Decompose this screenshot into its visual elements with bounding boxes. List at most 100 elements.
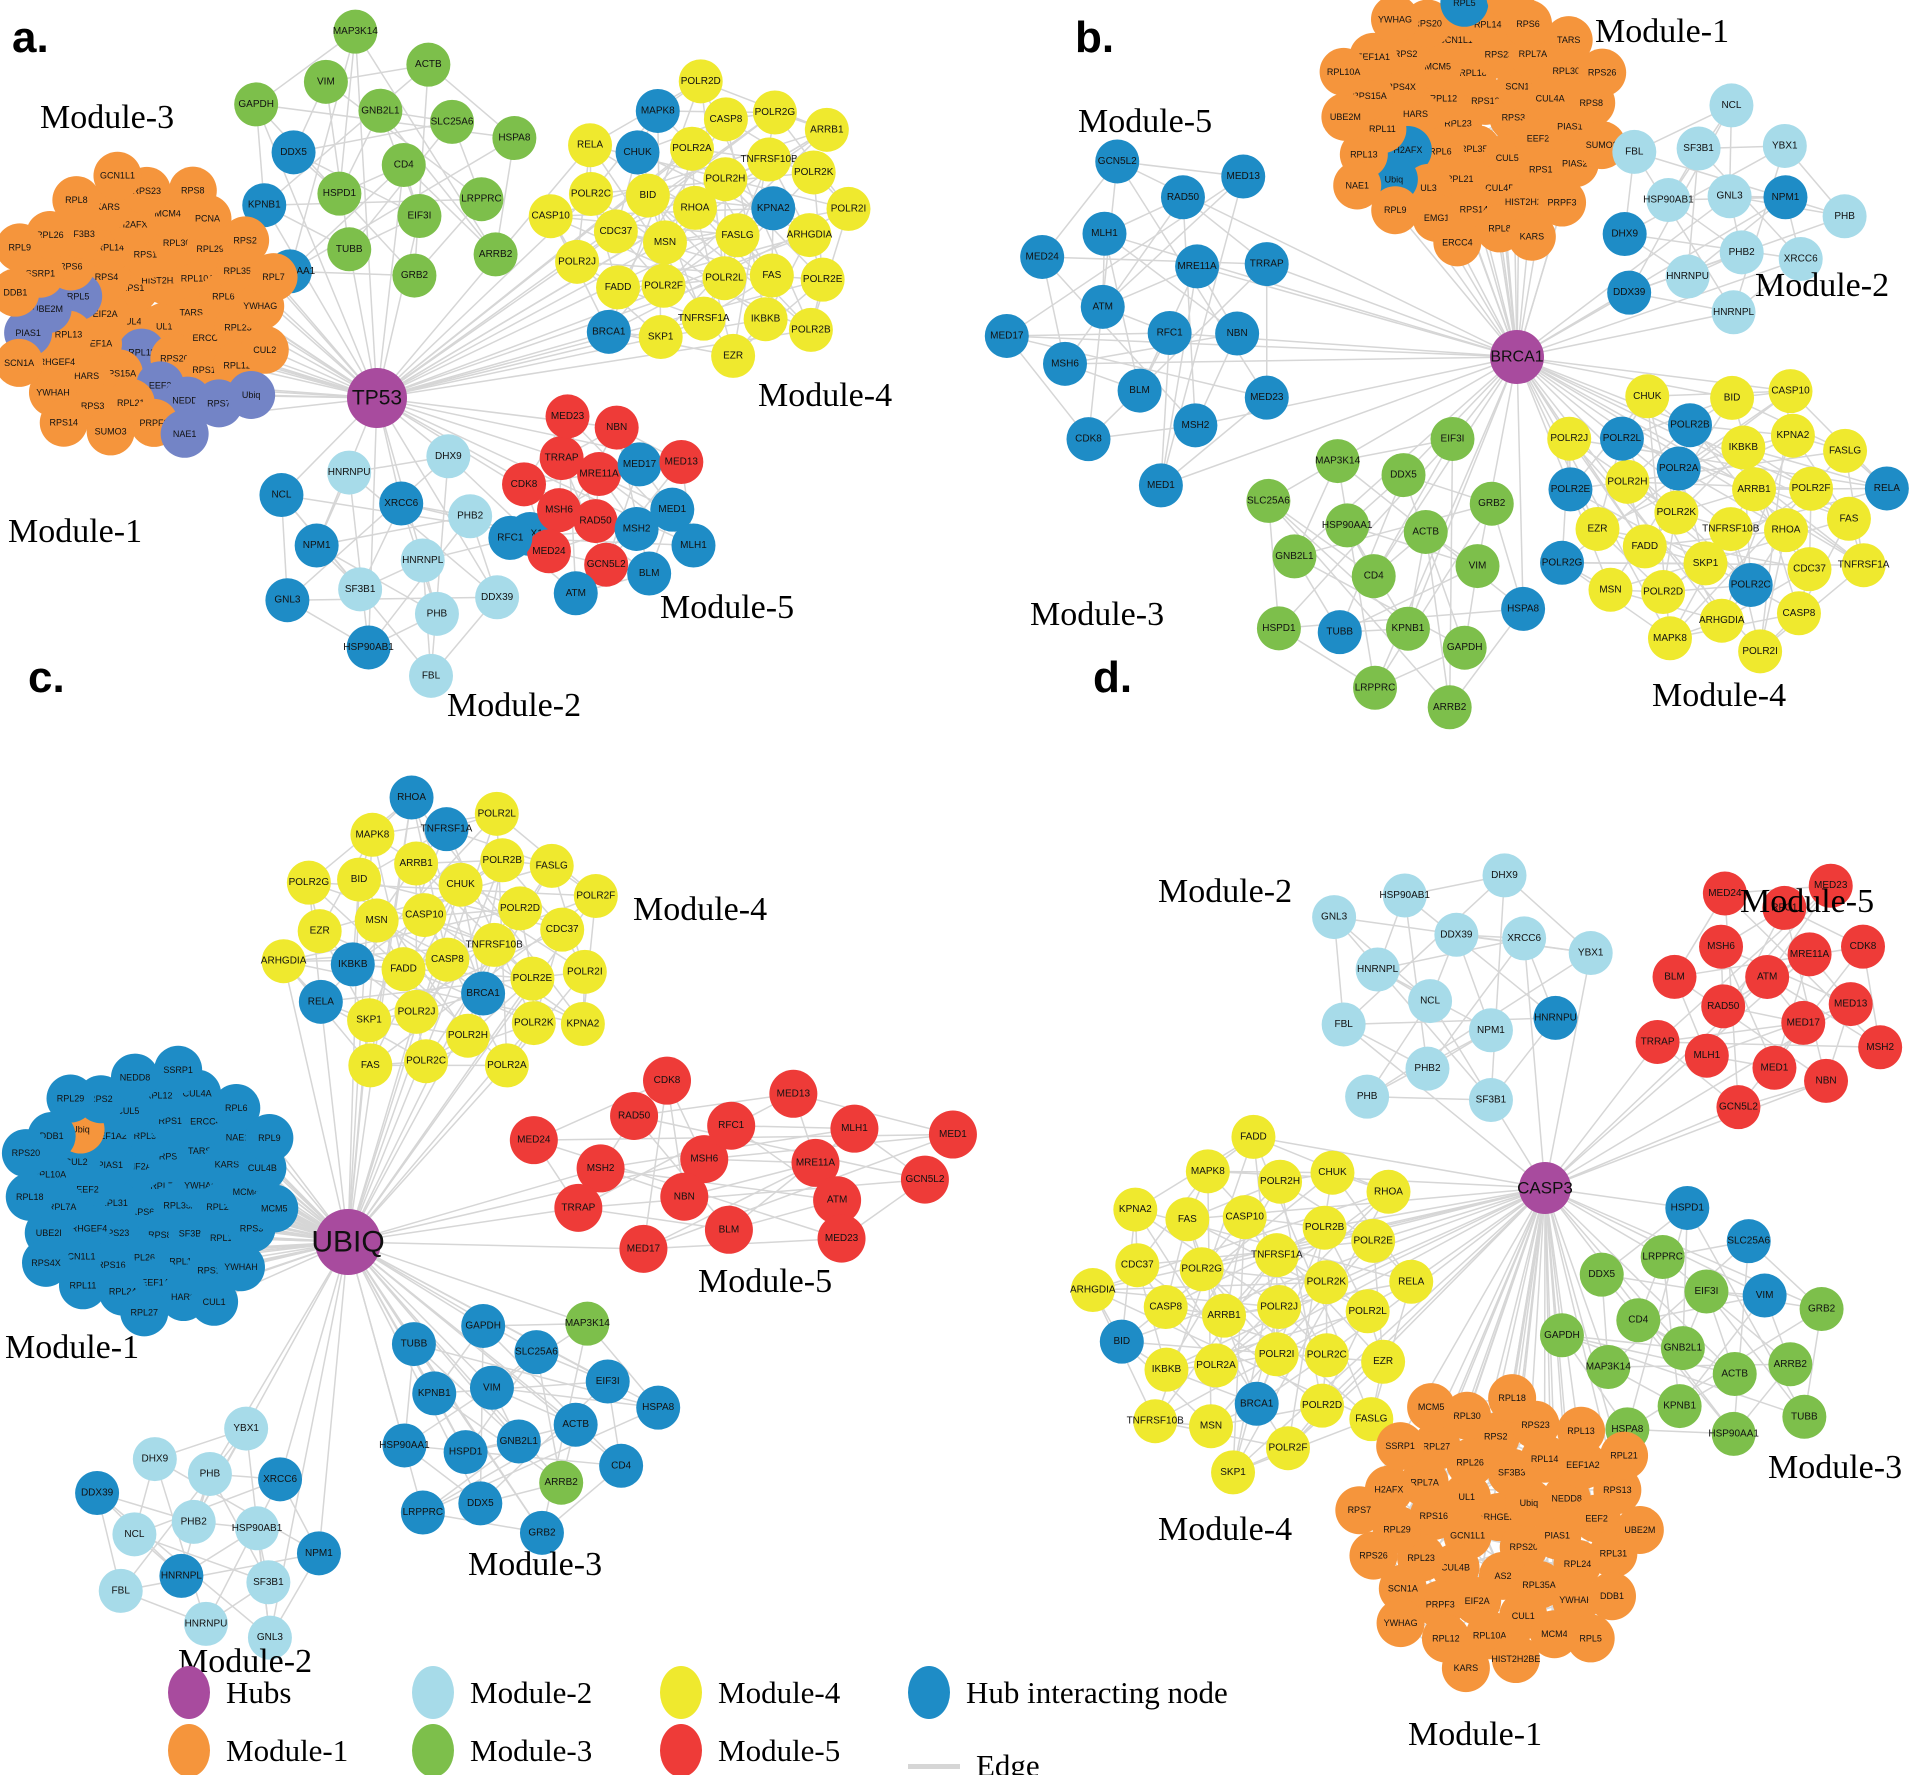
node-circle[interactable] — [1366, 1169, 1411, 1214]
node-circle[interactable] — [528, 194, 573, 239]
node-NPM1[interactable]: NPM1 — [1468, 1008, 1513, 1053]
node-RELA[interactable]: RELA — [1389, 1259, 1434, 1304]
node-circle[interactable] — [681, 296, 726, 341]
node-circle[interactable] — [625, 173, 670, 218]
node-circle[interactable] — [804, 107, 849, 152]
node-GNB2L1[interactable]: GNB2L1 — [1272, 534, 1317, 579]
node-RHOA[interactable]: RHOA — [672, 185, 717, 230]
node-circle[interactable] — [1566, 1614, 1615, 1663]
node-SKP1[interactable]: SKP1 — [1211, 1450, 1256, 1495]
node-circle[interactable] — [1804, 1058, 1849, 1103]
node-circle[interactable] — [577, 452, 622, 497]
node-MSH2[interactable]: MSH2 — [1858, 1025, 1903, 1070]
node-RPS7[interactable]: RPS7 — [1335, 1486, 1384, 1535]
node-SKP1[interactable]: SKP1 — [638, 315, 683, 360]
node-RHOA[interactable]: RHOA — [389, 775, 434, 820]
node-circle[interactable] — [159, 1553, 204, 1598]
node-circle[interactable] — [1657, 1384, 1702, 1429]
node-RPS7[interactable]: RPS7 — [1486, 0, 1535, 21]
node-circle[interactable] — [1333, 161, 1382, 210]
node-ACTB[interactable]: ACTB — [1403, 509, 1448, 554]
node-POLR2J[interactable]: POLR2J — [1257, 1285, 1302, 1330]
node-PRPF3[interactable]: PRPF3 — [1538, 178, 1587, 227]
node-circle[interactable] — [702, 256, 747, 301]
node-circle[interactable] — [1175, 244, 1220, 289]
node-circle[interactable] — [791, 1138, 840, 1187]
node-RPS2[interactable]: RPS2 — [221, 216, 270, 265]
node-RPL29[interactable]: RPL29 — [46, 1074, 95, 1123]
node-circle[interactable] — [1138, 463, 1183, 508]
node-circle[interactable] — [458, 1481, 503, 1526]
node-circle[interactable] — [1742, 1273, 1787, 1318]
node-circle[interactable] — [1349, 1531, 1398, 1580]
node-circle[interactable] — [406, 42, 451, 87]
node-RPS26[interactable]: RPS26 — [1578, 48, 1627, 97]
node-RPL9[interactable]: RPL9 — [245, 1114, 294, 1163]
node-XRCC6[interactable]: XRCC6 — [379, 481, 424, 526]
node-EZR[interactable]: EZR — [1361, 1339, 1406, 1384]
node-UBE2M[interactable]: UBE2M — [1321, 92, 1370, 141]
node-circle[interactable] — [1160, 175, 1205, 220]
node-FBL[interactable]: FBL — [98, 1568, 143, 1613]
node-circle[interactable] — [519, 1510, 564, 1555]
node-SLC25A6[interactable]: SLC25A6 — [430, 99, 475, 144]
node-MED23[interactable]: MED23 — [545, 394, 590, 439]
hub-BRCA1[interactable]: BRCA1 — [1490, 330, 1544, 384]
node-circle[interactable] — [1389, 1259, 1434, 1304]
node-circle[interactable] — [1547, 416, 1592, 461]
node-GNB2L1[interactable]: GNB2L1 — [358, 88, 403, 133]
node-circle[interactable] — [1665, 254, 1710, 299]
node-PHB[interactable]: PHB — [414, 591, 459, 636]
node-circle[interactable] — [245, 1114, 294, 1163]
node-CD4[interactable]: CD4 — [599, 1443, 644, 1488]
node-circle[interactable] — [830, 1104, 879, 1153]
node-POLR2L[interactable]: POLR2L — [702, 256, 747, 301]
node-SF3B1[interactable]: SF3B1 — [338, 567, 383, 612]
node-circle[interactable] — [1600, 1431, 1649, 1480]
node-circle[interactable] — [1778, 237, 1823, 282]
node-circle[interactable] — [1787, 547, 1832, 592]
node-ARRB2[interactable]: ARRB2 — [1427, 685, 1472, 730]
node-circle[interactable] — [392, 253, 437, 298]
node-POLR2G[interactable]: POLR2G — [752, 90, 797, 135]
node-circle[interactable] — [1351, 1218, 1396, 1263]
node-POLR2B[interactable]: POLR2B — [480, 838, 525, 883]
node-FADD[interactable]: FADD — [1231, 1114, 1276, 1159]
node-YWHAG[interactable]: YWHAG — [1376, 1599, 1425, 1648]
node-PHB2[interactable]: PHB2 — [448, 494, 493, 539]
node-GCN5L2[interactable]: GCN5L2 — [1716, 1085, 1761, 1130]
node-MSH2[interactable]: MSH2 — [1173, 403, 1218, 448]
node-circle[interactable] — [39, 398, 88, 447]
node-circle[interactable] — [379, 481, 424, 526]
node-circle[interactable] — [461, 971, 506, 1016]
node-circle[interactable] — [261, 939, 306, 984]
node-FASLG[interactable]: FASLG — [1823, 428, 1868, 473]
node-circle[interactable] — [381, 143, 426, 187]
node-circle[interactable] — [1179, 1247, 1224, 1292]
node-circle[interactable] — [110, 1053, 159, 1102]
node-TNFRSF1A[interactable]: TNFRSF1A — [421, 807, 473, 852]
node-HSPD1[interactable]: HSPD1 — [1256, 606, 1301, 651]
node-circle[interactable] — [1117, 368, 1162, 413]
node-TUBB[interactable]: TUBB — [327, 227, 372, 272]
node-circle[interactable] — [1575, 506, 1620, 551]
node-circle[interactable] — [743, 297, 788, 342]
node-circle[interactable] — [1434, 912, 1479, 957]
node-circle[interactable] — [1763, 175, 1808, 220]
node-MAP3K14[interactable]: MAP3K14 — [565, 1301, 610, 1346]
node-circle[interactable] — [1211, 1450, 1256, 1495]
node-POLR2H[interactable]: POLR2H — [703, 157, 748, 202]
node-ACTB[interactable]: ACTB — [406, 42, 451, 87]
node-RPS20[interactable]: RPS20 — [1, 1129, 50, 1178]
node-BLM[interactable]: BLM — [704, 1205, 753, 1254]
node-circle[interactable] — [1789, 466, 1834, 511]
node-POLR2C[interactable]: POLR2C — [1728, 562, 1773, 607]
node-TRRAP[interactable]: TRRAP — [554, 1183, 603, 1232]
node-circle[interactable] — [1194, 1343, 1239, 1388]
node-circle[interactable] — [711, 333, 756, 378]
node-circle[interactable] — [1300, 1383, 1345, 1428]
node-POLR2E[interactable]: POLR2E — [510, 956, 555, 1001]
node-circle[interactable] — [1173, 403, 1218, 448]
node-HNRNPL[interactable]: HNRNPL — [159, 1553, 204, 1598]
node-DHX9[interactable]: DHX9 — [426, 434, 471, 479]
